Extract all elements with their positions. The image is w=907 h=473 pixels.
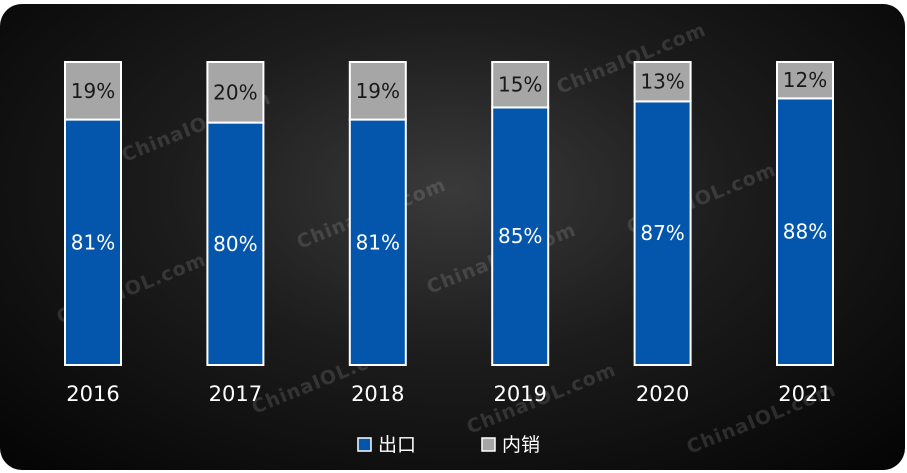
data-label-export-2017: 80%: [213, 232, 257, 256]
legend-swatch-export: [357, 437, 372, 452]
x-tick-2016: 2016: [66, 382, 119, 406]
data-label-export-2016: 81%: [71, 230, 115, 254]
bar-domestic-2019: [491, 61, 550, 109]
data-label-domestic-2018: 19%: [356, 79, 400, 103]
legend-label-export: 出口: [378, 434, 416, 456]
bar-export-2017: [206, 121, 265, 366]
data-label-export-2020: 87%: [640, 221, 684, 245]
x-axis-ticks: 2016 2017 2018 2019 2020 2021: [66, 382, 831, 406]
data-label-export-2021: 88%: [783, 220, 827, 244]
x-tick-2019: 2019: [493, 382, 546, 406]
bar-domestic-2021: [776, 61, 834, 100]
x-tick-2017: 2017: [209, 382, 262, 406]
x-tick-2018: 2018: [351, 382, 404, 406]
bar-layer: 81% 19% 80% 20% 81% 19% 85% 15% 87% 13% 88% 12%: [64, 61, 834, 367]
bar-export-2018: [348, 118, 407, 366]
data-label-export-2019: 85%: [498, 224, 542, 248]
x-tick-2021: 2021: [778, 382, 831, 406]
data-label-domestic-2019: 15%: [498, 73, 542, 97]
legend-swatch-domestic: [481, 437, 496, 452]
bar-domestic-2016: [64, 61, 122, 121]
data-label-export-2018: 81%: [356, 230, 400, 254]
bar-export-2020: [633, 100, 692, 366]
bar-domestic-2018: [348, 61, 407, 121]
data-label-domestic-2017: 20%: [213, 80, 257, 104]
bar-export-2021: [776, 97, 834, 367]
legend: 出口 内销: [357, 434, 540, 456]
data-label-domestic-2016: 19%: [71, 79, 115, 103]
data-label-domestic-2021: 12%: [783, 68, 827, 92]
chart-card: ChinaIOL.com ChinaIOL.com ChinaIOL.com Chin…: [0, 4, 905, 470]
legend-label-domestic: 内销: [502, 434, 540, 456]
bar-domestic-2017: [206, 61, 265, 124]
bar-export-2019: [491, 106, 550, 366]
data-label-domestic-2020: 13%: [640, 70, 684, 94]
x-tick-2020: 2020: [636, 382, 689, 406]
bar-export-2016: [64, 118, 122, 366]
bar-domestic-2020: [633, 61, 692, 103]
